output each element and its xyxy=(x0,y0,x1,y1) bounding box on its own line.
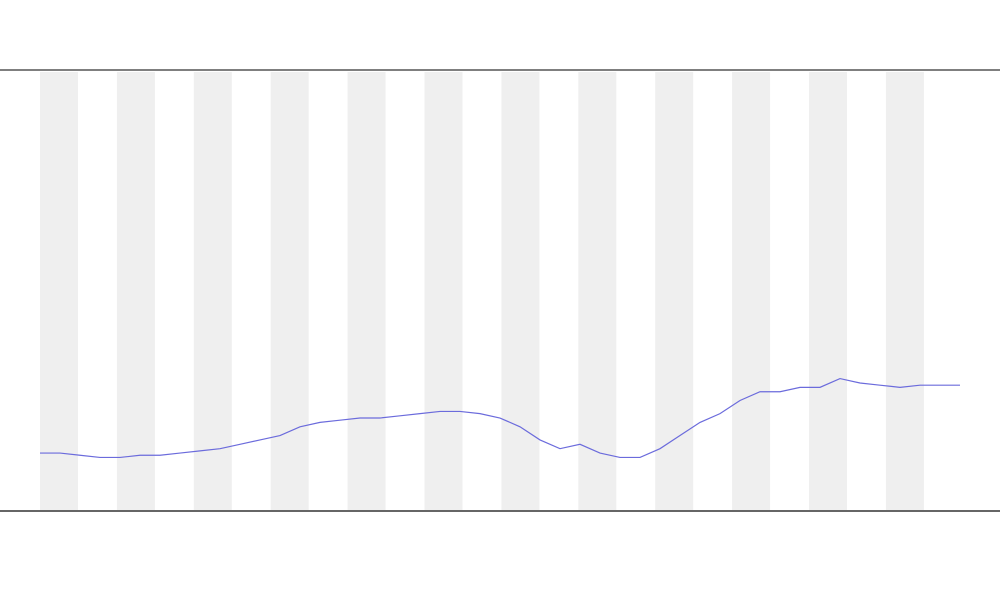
band xyxy=(270,72,309,510)
band xyxy=(501,72,540,510)
band xyxy=(885,72,924,510)
band xyxy=(424,72,463,510)
data-line xyxy=(40,377,960,459)
band xyxy=(809,72,847,510)
band xyxy=(347,72,386,510)
band xyxy=(655,72,694,510)
band xyxy=(40,72,78,510)
band xyxy=(116,72,155,510)
band xyxy=(193,72,232,510)
background-bands xyxy=(40,72,924,510)
band xyxy=(732,72,771,510)
band xyxy=(578,72,617,510)
